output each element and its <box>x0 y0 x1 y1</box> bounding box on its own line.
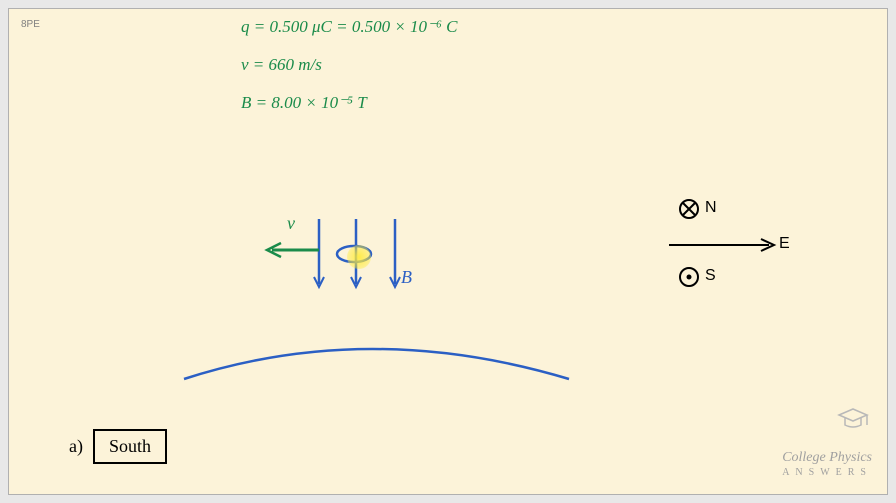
cursor-highlight <box>347 245 371 269</box>
field-label-b: B <box>401 267 412 288</box>
whiteboard-canvas: 8PE q = 0.500 μC = 0.500 × 10⁻⁶ C ν = 66… <box>8 8 888 495</box>
velocity-label-nu: ν <box>287 213 295 234</box>
diagram-svg <box>9 9 889 496</box>
equation-charge: q = 0.500 μC = 0.500 × 10⁻⁶ C <box>241 17 458 37</box>
watermark-title: College Physics <box>782 450 872 467</box>
equation-field: B = 8.00 × 10⁻⁵ T <box>241 93 367 113</box>
part-label: a) <box>69 436 83 457</box>
problem-number: 8PE <box>21 19 40 30</box>
equation-velocity: ν = 660 m/s <box>241 55 322 75</box>
compass-south-label: S <box>705 267 716 285</box>
compass-north-label: N <box>705 199 717 217</box>
watermark-subtitle: ANSWERS <box>782 467 872 479</box>
answer-result-box: South <box>93 429 167 464</box>
watermark: College Physics ANSWERS <box>782 450 872 479</box>
compass-east-label: E <box>779 235 790 253</box>
answer-section: a) South <box>69 429 167 464</box>
